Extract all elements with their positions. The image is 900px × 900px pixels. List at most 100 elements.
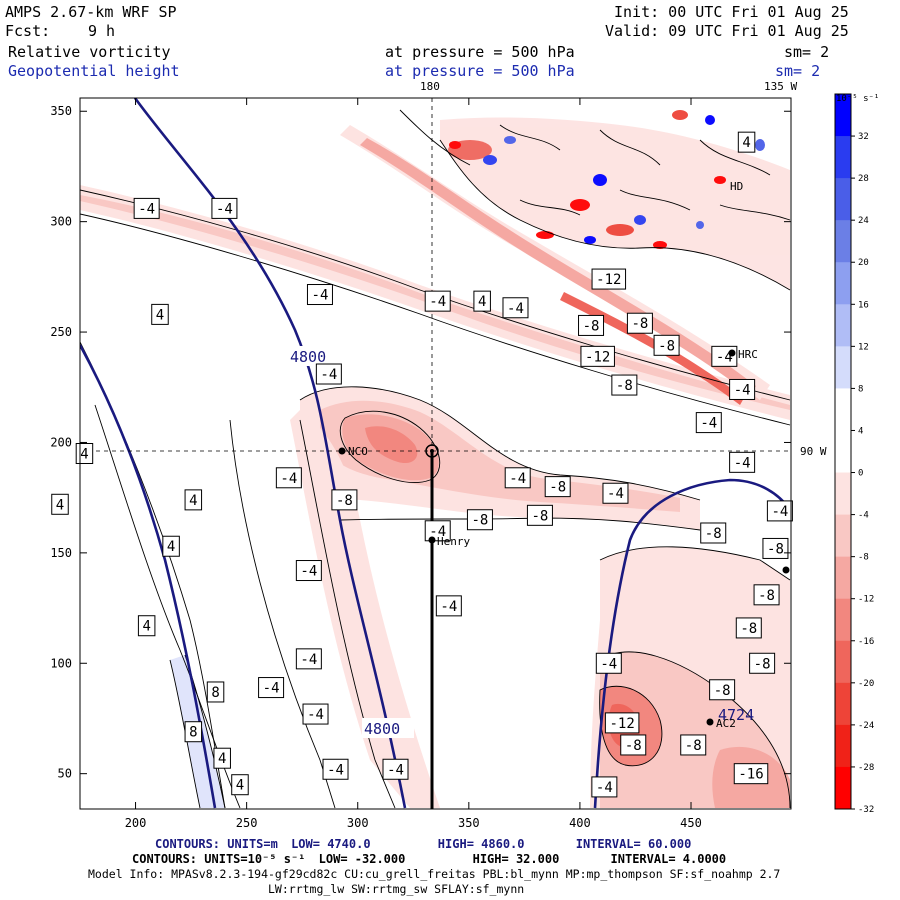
vorticity-label: -16 — [733, 763, 769, 785]
vorticity-label-box — [504, 467, 531, 489]
colorbar-swatch — [835, 262, 851, 305]
colorbar-swatch — [835, 556, 851, 600]
vorticity-label-text: -4 — [307, 707, 324, 723]
vorticity-label-box — [611, 374, 638, 396]
height-contour-4724 — [593, 478, 791, 809]
vorticity-label-box — [620, 734, 647, 756]
vorticity-label-text: -8 — [616, 378, 633, 394]
footer-vorticity-contours: CONTOURS: UNITS=10⁻⁵ s⁻¹ LOW= -32.000 HI… — [132, 852, 726, 866]
station-ac2-marker — [706, 718, 714, 726]
x-axis: 200 250 300 350 400 450 — [125, 98, 702, 830]
footer-height-high: HIGH= 4860.0 — [437, 837, 525, 851]
station-hrc-label: HRC — [738, 348, 758, 361]
vorticity-label: -4 — [275, 467, 302, 489]
vorticity-label-box — [315, 363, 342, 385]
station-hd-label: HD — [730, 180, 743, 193]
colorbar-swatch — [835, 766, 851, 810]
vorticity-label-text: -12 — [596, 272, 621, 288]
vorticity-label: -4 — [424, 290, 451, 312]
colorbar-swatch — [835, 514, 851, 558]
vorticity-label: -4 — [315, 363, 342, 385]
height-contour-labels: 4800 4800 4724 — [286, 346, 754, 738]
vorticity-label: 8 — [184, 721, 203, 743]
vorticity-label-text: 4 — [236, 778, 244, 794]
vorticity-label-box — [435, 595, 462, 617]
vorticity-label-text: -4 — [327, 762, 344, 778]
footer-vorticity-key: CONTOURS: — [132, 852, 198, 866]
vorticity-label-text: -4 — [263, 681, 280, 697]
station-henry-marker — [428, 536, 436, 544]
vorticity-label-box — [206, 681, 225, 703]
footer-vorticity-units: UNITS=10⁻⁵ s⁻¹ — [204, 852, 306, 866]
vorticity-label-box — [544, 476, 571, 498]
vorticity-label-box — [626, 312, 653, 334]
vorticity-label-text: 4 — [80, 447, 88, 463]
vorticity-label: -8 — [620, 734, 647, 756]
footer-height-key: CONTOURS: — [155, 837, 221, 851]
vorticity-label-box — [695, 412, 722, 434]
colorbar-frame — [834, 93, 852, 810]
vorticity-label-text: -4 — [216, 201, 233, 217]
vorticity-label-text: -8 — [336, 493, 353, 509]
vorticity-label: 4 — [473, 290, 491, 312]
colorbar-tick-label: 16 — [858, 300, 869, 310]
vorticity-label: -4 — [602, 482, 629, 504]
vorticity-label: -4 — [322, 758, 349, 780]
footer-vorticity-high: HIGH= 32.000 — [472, 852, 560, 866]
vorticity-label-text: -8 — [472, 513, 489, 529]
valid-time: Valid: 09 UTC Fri 01 Aug 25 — [605, 22, 849, 40]
colorbar-swatch — [835, 304, 851, 347]
vorticity-label-text: -4 — [387, 762, 404, 778]
x-tick-label: 250 — [236, 816, 258, 830]
vorticity-label-box — [733, 763, 769, 785]
station-nco-marker — [338, 447, 346, 455]
colorbar-swatch — [835, 598, 851, 642]
colorbar-swatch — [835, 724, 851, 768]
vorticity-label-box — [591, 268, 627, 290]
field1-smoothing: sm= 2 — [784, 43, 830, 61]
colorbar-tick-label: -32 — [858, 805, 874, 815]
colorbar-tick-label: -4 — [858, 511, 869, 521]
vorticity-label: 4 — [51, 493, 69, 515]
vorticity-label: -4 — [424, 520, 451, 542]
y-tick-label: 300 — [50, 215, 72, 229]
vorticity-label: -4 — [435, 595, 462, 617]
station-east-marker — [782, 566, 790, 574]
colorbar-tick-label: 24 — [858, 216, 869, 226]
vorticity-label: 4 — [231, 774, 249, 796]
footer-height-contours: CONTOURS: UNITS=m LOW= 4740.0 HIGH= 4860… — [155, 837, 691, 851]
vorticity-label-text: -4 — [429, 524, 446, 540]
vorticity-label-text: -16 — [738, 767, 763, 783]
colorbar-tick-label: 28 — [858, 174, 869, 184]
colorbar-swatch — [835, 682, 851, 726]
footer-model-info: Model Info: MPASv8.2.3-194-gf29cd82c CU:… — [88, 867, 781, 881]
vorticity-label-text: -8 — [705, 526, 722, 542]
colorbar-tick-label: 8 — [858, 384, 863, 394]
vorticity-label-box — [653, 334, 680, 356]
vorticity-label: -8 — [700, 522, 727, 544]
vorticity-label-text: 4 — [142, 619, 150, 635]
vorticity-label-box — [709, 679, 736, 701]
footer-model-info-physics: LW:rrtmg_lw SW:rrtmg_sw SFLAY:sf_mynn — [268, 882, 525, 896]
vorticity-label: -4 — [382, 758, 409, 780]
vorticity-label-box — [331, 489, 358, 511]
y-tick-label: 50 — [58, 767, 72, 781]
vorticity-label-box — [735, 617, 762, 639]
x-tick-label: 200 — [125, 816, 147, 830]
vorticity-label-box — [424, 290, 451, 312]
vorticity-label: 4 — [184, 489, 203, 511]
colorbar-tick-label: -24 — [858, 721, 874, 731]
vorticity-label-text: -4 — [596, 780, 613, 796]
vorticity-label-text: -8 — [754, 656, 771, 672]
vorticity-label-text: -4 — [138, 201, 155, 217]
map-reference-lines — [80, 98, 791, 452]
vorticity-label-text: -4 — [507, 301, 524, 317]
colorbar-tick-label: -12 — [858, 595, 874, 605]
x-tick-label: 400 — [569, 816, 591, 830]
vorticity-label-text: -4 — [300, 652, 317, 668]
station-nco-label: NCO — [348, 445, 368, 458]
height-label-4800: 4800 — [290, 348, 326, 366]
vorticity-label: -8 — [331, 489, 358, 511]
vorticity-shading-band-strong-mid — [360, 138, 756, 395]
